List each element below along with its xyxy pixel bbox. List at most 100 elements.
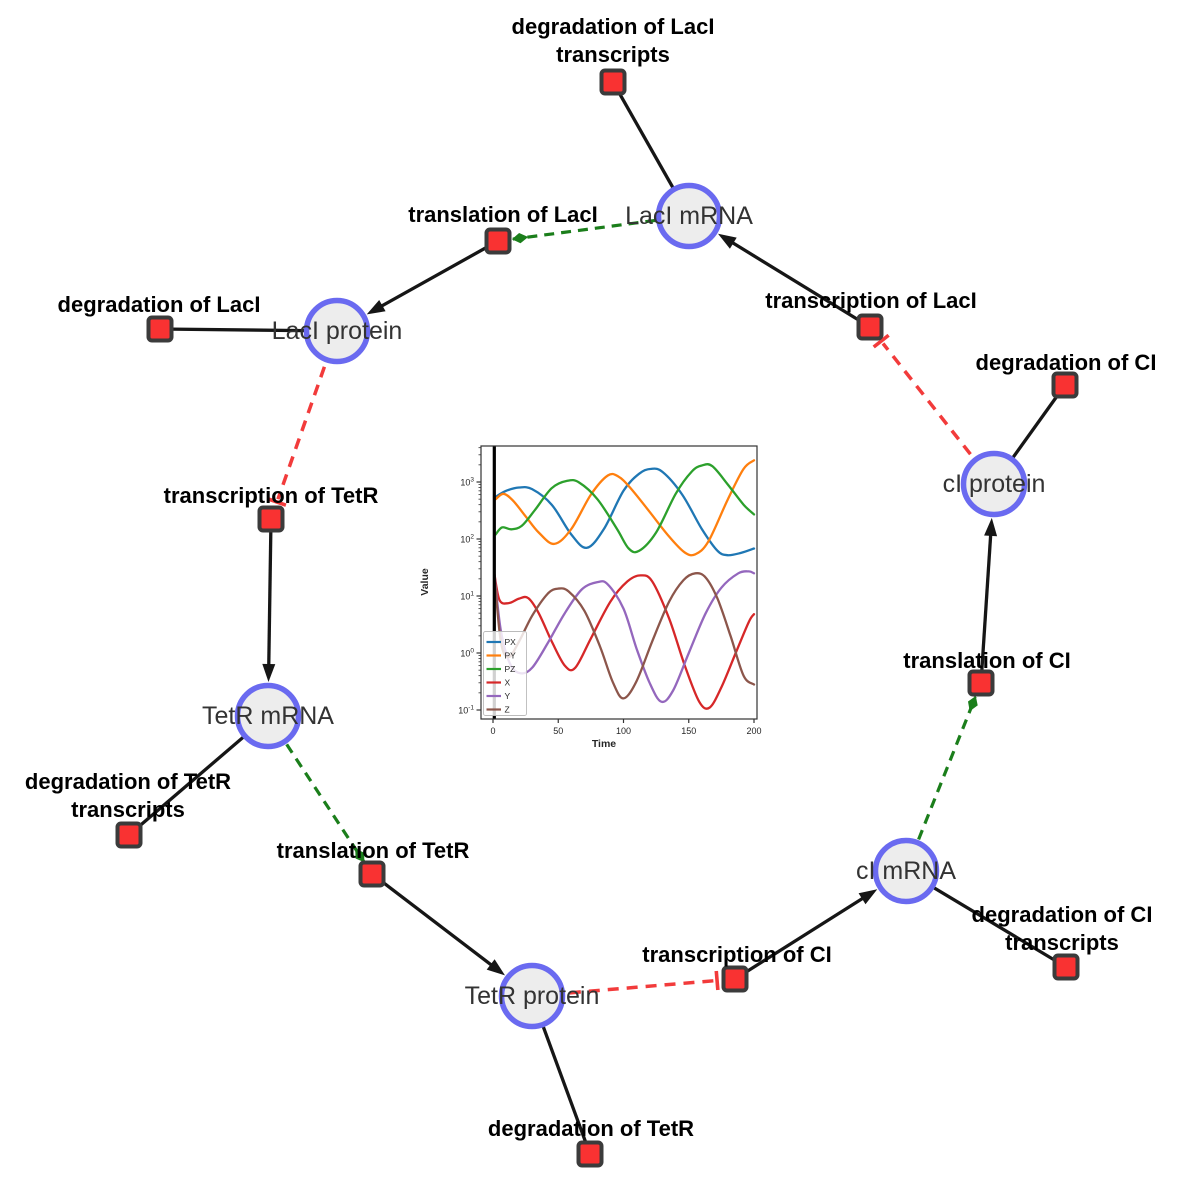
legend-label-PZ: PZ — [505, 664, 516, 674]
y-tick-label: 101 — [460, 591, 474, 602]
arrowhead — [262, 663, 276, 682]
edge-dashed-line — [266, 715, 366, 863]
reaction-node-deg_tetr_tx[interactable] — [115, 821, 143, 849]
species-node-tetr_protein[interactable] — [498, 962, 566, 1030]
species-label-ci_mrna: cI mRNA — [856, 857, 956, 885]
edge-line — [370, 872, 499, 971]
legend-label-PX: PX — [505, 637, 517, 647]
edge-ci_mrna-transl_ci — [904, 696, 978, 872]
x-axis-title: Time — [592, 738, 616, 750]
reaction-label-deg_tetr_tx: degradation of TetR — [25, 769, 231, 794]
catalysis-diamond — [968, 696, 978, 712]
y-axis-title: Value — [419, 568, 431, 596]
edge-dashed-line — [512, 214, 690, 241]
reaction-label-deg_ci_tx: degradation of CI — [972, 902, 1153, 927]
edge-tx_laci-laci_mrna — [718, 233, 871, 329]
reaction-node-tx_tetr[interactable] — [257, 505, 285, 533]
edge-laci_mrna-transl_laci — [511, 214, 690, 244]
y-axis: 10-1 100 101 102 103 Value — [419, 447, 481, 716]
arrowhead — [984, 517, 998, 537]
y-tick-label: 102 — [460, 534, 474, 545]
species-node-laci_protein[interactable] — [303, 297, 371, 365]
y-tick-label: 10-1 — [458, 705, 474, 716]
species-node-tetr_mrna[interactable] — [234, 682, 302, 750]
catalysis-diamond — [511, 233, 529, 244]
species-label-laci_protein: LacI protein — [272, 317, 403, 345]
reaction-node-deg_ci[interactable] — [1051, 371, 1079, 399]
reaction-node-tx_ci[interactable] — [721, 965, 749, 993]
reaction-label-deg_ci_tx: transcripts — [1005, 930, 1119, 955]
x-tick-label: 0 — [490, 726, 495, 736]
legend-label-X: X — [505, 678, 511, 688]
series-PX — [494, 467, 756, 557]
x-axis: 0 50 100 150 200 Time — [490, 719, 762, 750]
reaction-node-deg_ci_tx[interactable] — [1052, 953, 1080, 981]
catalysis-diamond — [355, 848, 365, 863]
labels-layer: LacI mRNA LacI protein cI protein TetR mRNA… — [25, 14, 1157, 1141]
species-label-ci_protein: cI protein — [943, 470, 1046, 498]
nodes-layer — [115, 68, 1080, 1168]
edge-tx_tetr-tetr_mrna — [262, 518, 276, 682]
species-label-tetr_mrna: TetR mRNA — [202, 702, 334, 730]
edge-transl_tetr-tetr_protein — [370, 872, 505, 976]
edge-line — [734, 893, 870, 981]
chart-legend: PX PY PZ XYZ — [483, 631, 527, 716]
species-node-ci_mrna[interactable] — [872, 837, 940, 905]
species-node-laci_mrna[interactable] — [655, 182, 723, 250]
reaction-label-transl_tetr: translation of TetR — [277, 838, 470, 863]
edge-line — [267, 518, 273, 673]
x-tick-label: 150 — [681, 726, 696, 736]
reaction-label-tx_laci: transcription of LacI — [765, 288, 976, 313]
edge-line — [979, 527, 993, 684]
reaction-node-tx_laci[interactable] — [856, 313, 884, 341]
edge-tetr_protein-tx_ci — [531, 970, 720, 998]
inhibition-bar — [872, 333, 890, 349]
x-tick-label: 100 — [616, 726, 631, 736]
reaction-label-deg_tetr: degradation of TetR — [488, 1116, 694, 1141]
arrowhead — [858, 889, 878, 905]
reaction-label-tx_tetr: transcription of TetR — [164, 483, 379, 508]
reaction-node-transl_ci[interactable] — [967, 669, 995, 697]
inhibition-bar — [267, 497, 287, 507]
reaction-label-deg_laci_tx: transcripts — [556, 42, 670, 67]
reaction-label-deg_laci_tx: degradation of LacI — [512, 14, 715, 39]
reaction-node-deg_laci[interactable] — [146, 315, 174, 343]
reaction-label-transl_laci: translation of LacI — [408, 202, 597, 227]
inhibition-bar — [714, 970, 720, 991]
series-PY — [494, 459, 756, 557]
reaction-node-deg_laci_tx[interactable] — [599, 68, 627, 96]
edge-transl_laci-laci_protein — [366, 239, 499, 315]
series-X — [493, 572, 756, 710]
reaction-label-transl_ci: translation of CI — [903, 648, 1070, 673]
chart-series-group — [492, 446, 756, 719]
chart-frame — [480, 445, 758, 720]
edge-dashed-line — [904, 696, 977, 872]
edge-dashed-line — [531, 979, 715, 998]
arrowhead — [718, 233, 737, 249]
reaction-node-deg_tetr[interactable] — [576, 1140, 604, 1168]
reaction-node-transl_laci[interactable] — [484, 227, 512, 255]
legend-label-PY: PY — [505, 651, 517, 661]
series-Z — [493, 572, 756, 700]
arrowhead — [486, 959, 505, 976]
edge-transl_ci-ci_protein — [979, 517, 998, 684]
edge-tx_ci-ci_mrna — [734, 889, 878, 981]
inset-simulation-chart: 0 50 100 150 200Time10-1100101102103ValuePXP… — [419, 445, 762, 750]
legend-box — [483, 631, 527, 716]
species-node-ci_protein[interactable] — [960, 450, 1028, 518]
reaction-label-deg_ci: degradation of CI — [976, 350, 1157, 375]
legend-label-Z: Z — [505, 705, 510, 715]
edge-tetr_mrna-transl_tetr — [266, 715, 366, 863]
species-label-tetr_protein: TetR protein — [465, 982, 600, 1010]
reaction-node-transl_tetr[interactable] — [358, 860, 386, 888]
reaction-label-deg_laci: degradation of LacI — [58, 292, 261, 317]
arrowhead — [366, 300, 386, 315]
edge-line — [725, 237, 871, 329]
series-PZ — [494, 463, 756, 554]
y-tick-label: 100 — [460, 648, 474, 659]
y-tick-label: 103 — [460, 477, 474, 488]
legend-label-Y: Y — [505, 691, 511, 701]
x-tick-label: 200 — [746, 726, 761, 736]
